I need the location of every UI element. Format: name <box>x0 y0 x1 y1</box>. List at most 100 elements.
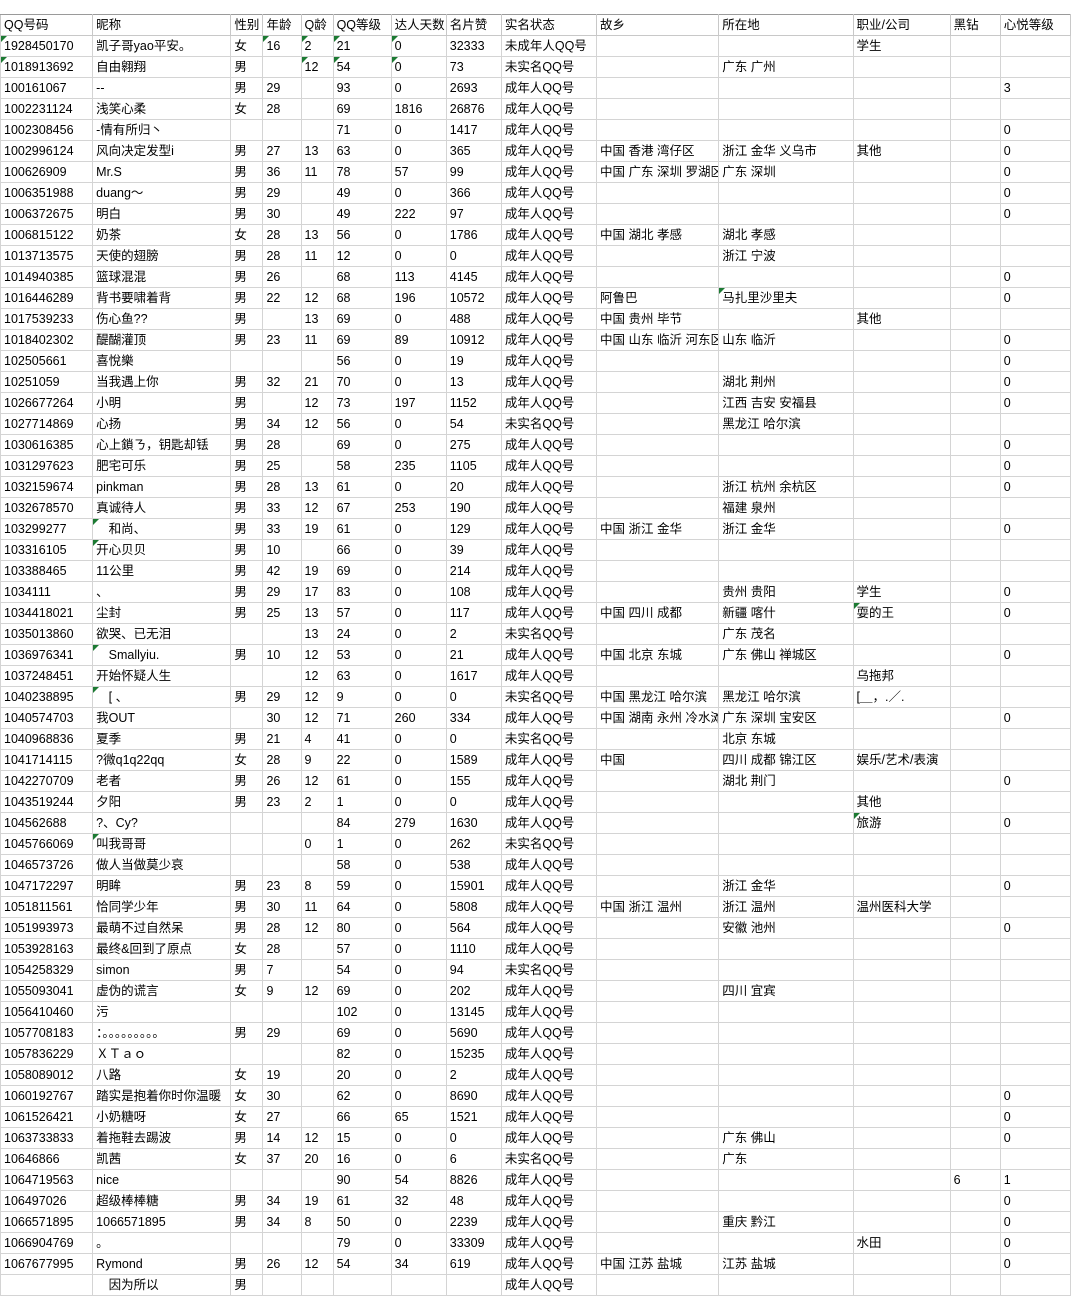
cell-real[interactable]: 成年人QQ号 <box>500 812 598 834</box>
table-row[interactable]: 1018913692 自由翱翔男 12 54 0 73 未实名QQ号 广东 广州 <box>0 56 1071 78</box>
cell-nick[interactable]: ＸＴａｏ <box>92 1043 232 1065</box>
cell-praise[interactable]: 334 <box>445 707 502 729</box>
table-row[interactable]: 1032678570 真诚待人男 33 12 67 253 190 成年人QQ号 福建 泉州 <box>0 497 1071 519</box>
cell-level[interactable]: 21 <box>332 35 392 57</box>
cell-real[interactable]: 未实名QQ号 <box>500 959 598 981</box>
cell-qq[interactable]: 1058089012 <box>0 1064 94 1086</box>
cell-job[interactable] <box>852 539 951 561</box>
cell-praise[interactable]: 108 <box>445 581 502 603</box>
cell-days[interactable]: 222 <box>390 203 447 225</box>
cell-praise[interactable]: 1110 <box>445 938 502 960</box>
cell-sex[interactable]: 男 <box>230 77 264 99</box>
cell-nick[interactable]: Rymond <box>92 1253 232 1275</box>
cell-qage[interactable] <box>300 539 334 561</box>
cell-home[interactable] <box>596 917 720 939</box>
cell-job[interactable] <box>852 1001 951 1023</box>
column-header-age[interactable]: 年龄 <box>262 14 302 36</box>
cell-age[interactable]: 10 <box>262 644 302 666</box>
cell-home[interactable] <box>596 98 720 120</box>
cell-job[interactable] <box>852 644 951 666</box>
cell-black[interactable] <box>949 1190 1001 1212</box>
cell-qq[interactable]: 1002231124 <box>0 98 94 120</box>
cell-xy[interactable] <box>999 1274 1071 1296</box>
cell-black[interactable] <box>949 1085 1001 1107</box>
cell-home[interactable] <box>596 350 720 372</box>
cell-level[interactable]: 69 <box>332 98 392 120</box>
cell-home[interactable] <box>596 1274 720 1296</box>
cell-sex[interactable]: 男 <box>230 413 264 435</box>
cell-praise[interactable]: 619 <box>445 1253 502 1275</box>
cell-age[interactable]: 29 <box>262 182 302 204</box>
cell-qq[interactable]: 1046573726 <box>0 854 94 876</box>
cell-age[interactable]: 29 <box>262 77 302 99</box>
cell-age[interactable]: 30 <box>262 896 302 918</box>
cell-level[interactable]: 59 <box>332 875 392 897</box>
cell-age[interactable]: 26 <box>262 770 302 792</box>
cell-qq[interactable]: 1064719563 <box>0 1169 94 1191</box>
cell-praise[interactable]: 33309 <box>445 1232 502 1254</box>
cell-praise[interactable]: 48 <box>445 1190 502 1212</box>
cell-nick[interactable]: 污 <box>92 1001 232 1023</box>
cell-level[interactable]: 90 <box>332 1169 392 1191</box>
cell-qage[interactable]: 19 <box>300 518 334 540</box>
cell-black[interactable] <box>949 182 1001 204</box>
cell-praise[interactable]: 20 <box>445 476 502 498</box>
cell-sex[interactable] <box>230 707 264 729</box>
cell-praise[interactable]: 94 <box>445 959 502 981</box>
cell-age[interactable]: 29 <box>262 1022 302 1044</box>
cell-home[interactable] <box>596 497 720 519</box>
cell-sex[interactable] <box>230 665 264 687</box>
cell-praise[interactable]: 39 <box>445 539 502 561</box>
cell-qq[interactable]: 1006815122 <box>0 224 94 246</box>
cell-praise[interactable]: 8690 <box>445 1085 502 1107</box>
cell-days[interactable]: 0 <box>390 476 447 498</box>
cell-home[interactable]: 中国 湖南 永州 冷水滩区 <box>596 707 720 729</box>
cell-qq[interactable]: 1063733833 <box>0 1127 94 1149</box>
cell-home[interactable] <box>596 1001 720 1023</box>
cell-black[interactable] <box>949 245 1001 267</box>
table-row[interactable]: 1032159674 pinkman 男 28 13 61 0 20 成年人QQ号 浙江 杭州 余… <box>0 476 1071 498</box>
cell-sex[interactable] <box>230 623 264 645</box>
cell-praise[interactable]: 21 <box>445 644 502 666</box>
cell-job[interactable]: 旅游 <box>852 812 951 834</box>
cell-black[interactable] <box>949 350 1001 372</box>
cell-level[interactable]: 54 <box>332 959 392 981</box>
table-row[interactable]: 1040574703 我OUT 30 12 71 260 334 成年人QQ号 中国 湖南 永州… <box>0 707 1071 729</box>
cell-days[interactable]: 0 <box>390 560 447 582</box>
cell-xy[interactable]: 0 <box>999 203 1071 225</box>
cell-qage[interactable]: 4 <box>300 728 334 750</box>
cell-qq[interactable]: 10646866 <box>0 1148 94 1170</box>
cell-loc[interactable]: 广东 佛山 禅城区 <box>718 644 854 666</box>
cell-praise[interactable]: 19 <box>445 350 502 372</box>
cell-age[interactable]: 37 <box>262 1148 302 1170</box>
cell-job[interactable] <box>852 161 951 183</box>
cell-black[interactable] <box>949 854 1001 876</box>
cell-praise[interactable]: 214 <box>445 560 502 582</box>
cell-nick[interactable]: 篮球混混 <box>92 266 232 288</box>
cell-loc[interactable]: 四川 成都 锦江区 <box>718 749 854 771</box>
cell-nick[interactable]: -- <box>92 77 232 99</box>
cell-xy[interactable]: 0 <box>999 1211 1071 1233</box>
cell-xy[interactable] <box>999 623 1071 645</box>
cell-job[interactable] <box>852 203 951 225</box>
cell-xy[interactable]: 0 <box>999 644 1071 666</box>
cell-qq[interactable]: 1032678570 <box>0 497 94 519</box>
cell-age[interactable] <box>262 1001 302 1023</box>
table-row[interactable]: 1035013860 欲哭、已无泪 13 24 0 2 未实名QQ号 广东 茂名 <box>0 623 1071 645</box>
cell-qq[interactable]: 1031297623 <box>0 455 94 477</box>
cell-xy[interactable]: 0 <box>999 770 1071 792</box>
cell-nick[interactable]: 虚伪的谎言 <box>92 980 232 1002</box>
cell-level[interactable]: 1 <box>332 833 392 855</box>
cell-age[interactable]: 29 <box>262 686 302 708</box>
cell-home[interactable] <box>596 791 720 813</box>
cell-qq[interactable]: 1027714869 <box>0 413 94 435</box>
cell-age[interactable]: 28 <box>262 224 302 246</box>
cell-qq[interactable]: 1057836229 <box>0 1043 94 1065</box>
table-row[interactable]: 1006351988 duang〜男 29 49 0 366 成年人QQ号 0 <box>0 182 1071 204</box>
cell-qage[interactable]: 9 <box>300 749 334 771</box>
cell-days[interactable]: 0 <box>390 245 447 267</box>
cell-loc[interactable]: 湖北 荆门 <box>718 770 854 792</box>
cell-sex[interactable]: 男 <box>230 56 264 78</box>
cell-days[interactable]: 54 <box>390 1169 447 1191</box>
table-row[interactable]: 103299277 和尚、男 33 19 61 0 129 成年人QQ号 中国 浙江 金华 浙江… <box>0 518 1071 540</box>
